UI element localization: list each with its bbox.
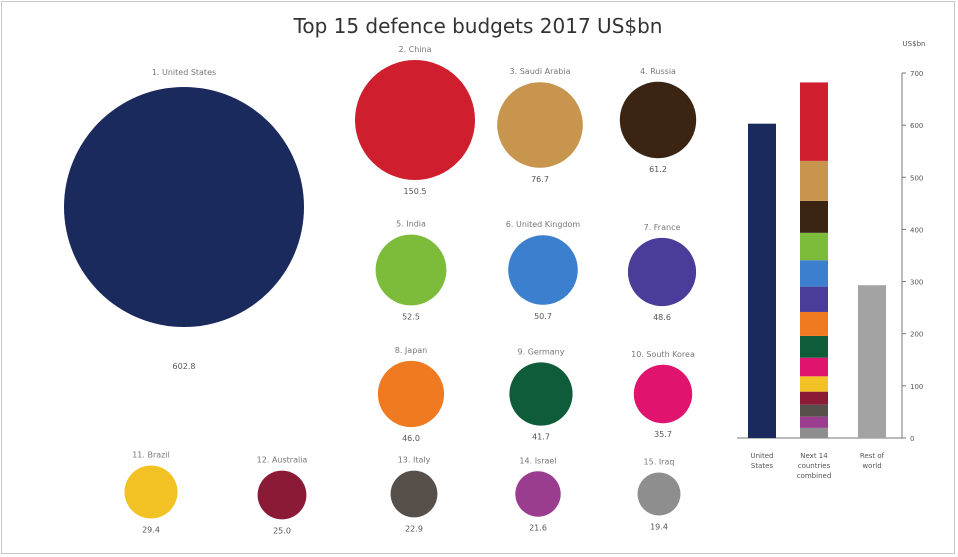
bar-label-3: Rest of world	[860, 452, 885, 470]
bubble-12	[257, 470, 307, 520]
bubble-9	[509, 362, 573, 426]
bubble-8	[377, 360, 445, 428]
stack-segment-15	[800, 427, 828, 439]
y-tick-label-600: 600	[910, 122, 923, 130]
stack-segment-6	[800, 260, 828, 287]
bubble-label-12: 12. Australia	[257, 456, 308, 465]
stack-segment-4	[800, 200, 828, 233]
bubble-10	[633, 364, 693, 424]
stack-segment-9	[800, 335, 828, 358]
bubble-label-7: 7. France	[644, 223, 681, 232]
bubble-label-13: 13. Italy	[398, 456, 431, 465]
bubble-14	[515, 471, 561, 517]
bubble-label-11: 11. Brazil	[132, 450, 170, 459]
bubble-value-14: 21.6	[529, 524, 547, 533]
y-tick-label-700: 700	[910, 70, 923, 78]
bubble-label-1: 1. United States	[152, 68, 216, 77]
bubble-4	[619, 81, 697, 159]
bubble-label-9: 9. Germany	[518, 347, 565, 356]
bar-1	[748, 123, 776, 438]
bubble-value-6: 50.7	[534, 312, 552, 321]
bubble-11	[124, 465, 178, 519]
y-tick-label-300: 300	[910, 279, 923, 287]
bar-3	[858, 285, 886, 438]
stack-segment-8	[800, 311, 828, 336]
bubble-value-11: 29.4	[142, 526, 160, 535]
bubble-1	[64, 87, 304, 327]
bubble-5	[375, 234, 447, 306]
y-tick-label-500: 500	[910, 174, 923, 182]
bubble-label-6: 6. United Kingdom	[506, 220, 581, 229]
bubble-3	[497, 82, 583, 168]
y-tick-label-100: 100	[910, 383, 923, 391]
bubble-label-4: 4. Russia	[640, 67, 676, 76]
y-tick-label-0: 0	[910, 435, 914, 443]
stack-segment-5	[800, 232, 828, 261]
stack-segment-3	[800, 160, 828, 201]
stack-segment-10	[800, 357, 828, 377]
bar-label-1: United States	[751, 452, 774, 470]
bubble-label-5: 5. India	[396, 220, 426, 229]
bubble-value-9: 41.7	[532, 433, 550, 442]
bubble-15	[637, 472, 681, 516]
bubble-label-8: 8. Japan	[395, 346, 428, 355]
stack-segment-14	[800, 416, 828, 428]
chart-title: Top 15 defence budgets 2017 US$bn	[293, 14, 663, 38]
bubble-7	[627, 237, 697, 307]
bubble-value-8: 46.0	[402, 434, 420, 443]
y-tick-label-400: 400	[910, 226, 923, 234]
stack-segment-2	[800, 82, 828, 161]
bubble-value-2: 150.5	[404, 187, 427, 196]
bubble-2	[355, 60, 475, 180]
bubble-6	[508, 235, 578, 305]
bubble-value-13: 22.9	[405, 524, 423, 533]
bubble-value-4: 61.2	[649, 165, 667, 174]
stack-segment-12	[800, 391, 828, 405]
bubble-13	[390, 470, 438, 518]
bubble-label-10: 10. South Korea	[631, 350, 695, 359]
bubble-value-5: 52.5	[402, 312, 420, 321]
bubble-value-15: 19.4	[650, 523, 668, 532]
stack-segment-11	[800, 376, 828, 392]
bar-label-2: Next 14 countries combined	[797, 452, 832, 480]
bubble-value-10: 35.7	[654, 430, 672, 439]
bubble-value-7: 48.6	[653, 313, 671, 322]
y-tick-label-200: 200	[910, 331, 923, 339]
bubble-value-3: 76.7	[531, 175, 549, 184]
bubble-label-15: 15. Iraq	[644, 457, 675, 466]
bubble-label-14: 14. Israel	[519, 456, 556, 465]
stack-segment-13	[800, 404, 828, 417]
bubble-value-12: 25.0	[273, 526, 291, 535]
bubble-value-1: 602.8	[173, 362, 196, 371]
bubble-label-3: 3. Saudi Arabia	[510, 67, 571, 76]
y-axis-label: US$bn	[903, 40, 926, 48]
stack-segment-7	[800, 286, 828, 312]
bubble-label-2: 2. China	[398, 45, 431, 54]
